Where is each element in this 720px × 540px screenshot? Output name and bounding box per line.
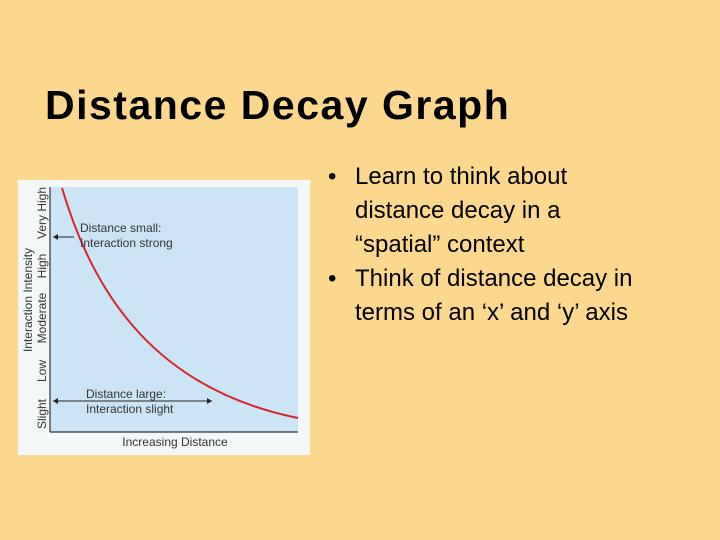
annotation: Distance large: [86, 387, 166, 401]
bullet: Learn to think about distance decay in a… [328, 160, 645, 262]
bullet-list: Learn to think about distance decay in a… [328, 160, 645, 330]
y-level: Slight [35, 398, 49, 429]
plot-area [50, 187, 298, 432]
annotation: Interaction slight [86, 402, 174, 416]
decay-curve [61, 187, 299, 419]
y-level: Low [35, 360, 49, 382]
y-level: Moderate [35, 292, 49, 343]
x-axis-label: Increasing Distance [122, 435, 228, 449]
y-level: Very High [35, 187, 49, 239]
arrow-head [53, 234, 58, 240]
annotation: Interaction strong [80, 236, 173, 250]
bullet: Think of distance decay in terms of an ‘… [328, 262, 645, 330]
y-level: High [35, 254, 49, 279]
y-axis-label: Interaction Intensity [21, 248, 35, 352]
slide-title: Distance Decay Graph [45, 82, 511, 128]
annotation: Distance small: [80, 221, 161, 235]
